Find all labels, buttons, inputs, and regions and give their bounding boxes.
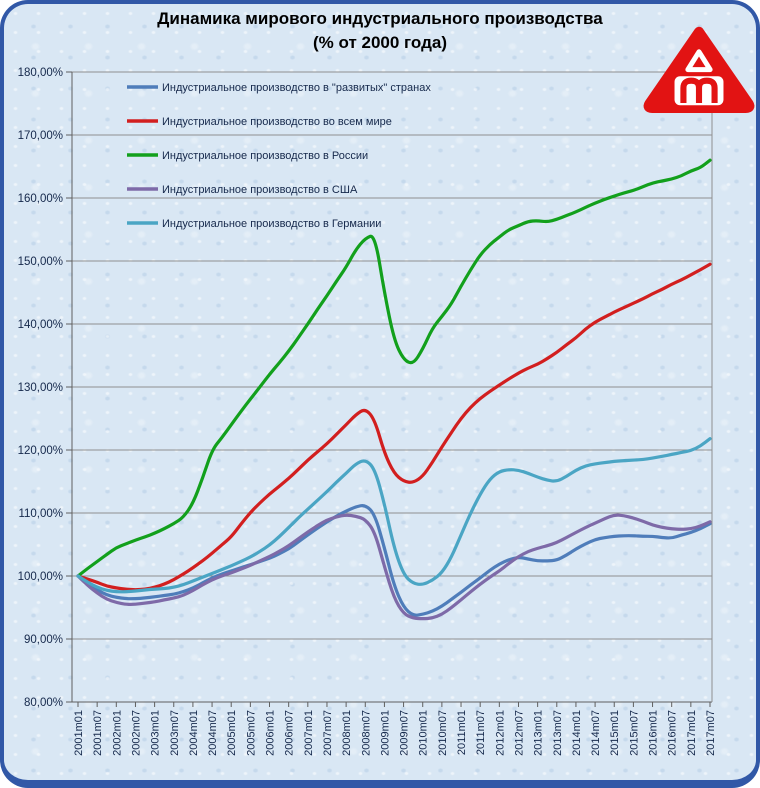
x-tick-label: 2015m01 (609, 710, 621, 756)
chart-title-block: Динамика мирового индустриального произв… (0, 7, 760, 55)
x-tick-label: 2007m07 (322, 710, 334, 756)
x-tick-label: 2015m07 (628, 710, 640, 756)
y-tick-label: 180,00% (18, 67, 63, 79)
series-line-4 (76, 437, 712, 594)
x-tick-label: 2012m07 (513, 710, 525, 756)
x-tick-label: 2017m01 (686, 710, 698, 756)
x-tick-label: 2014m01 (571, 710, 583, 756)
y-tick-label: 100,00% (18, 571, 63, 583)
chart-title: Динамика мирового индустриального произв… (157, 9, 603, 28)
x-tick-label: 2004m01 (188, 710, 200, 756)
x-tick-label: 2011m07 (475, 710, 487, 755)
x-tick-label: 2003m07 (169, 710, 181, 756)
legend-label: Индустриальное производство в России (162, 150, 368, 162)
y-tick-label: 140,00% (18, 319, 63, 331)
series-line-3 (76, 513, 712, 621)
logo-inner-triangle-icon (685, 49, 713, 73)
x-tick-label: 2016m07 (667, 710, 679, 756)
x-tick-label: 2014m07 (590, 710, 602, 756)
y-tick-label: 150,00% (18, 256, 63, 268)
x-tick-label: 2002m07 (130, 710, 142, 756)
y-tick-label: 90,00% (24, 634, 63, 646)
x-tick-label: 2008m01 (341, 710, 353, 756)
x-tick-label: 2009m01 (379, 710, 391, 756)
x-tick-label: 2005m07 (245, 710, 257, 756)
x-tick-label: 2009m07 (399, 710, 411, 756)
legend-label: Индустриальное производство в США (162, 184, 358, 196)
x-tick-label: 2005m01 (226, 710, 238, 756)
x-tick-label: 2012m01 (494, 710, 506, 756)
legend-label: Индустриальное производство в Германии (162, 218, 381, 230)
x-tick-label: 2008m07 (360, 710, 372, 756)
x-tick-label: 2006m07 (284, 710, 296, 756)
x-tick-label: 2010m07 (437, 710, 449, 756)
series-line-0 (76, 504, 712, 617)
x-tick-label: 2003m01 (150, 710, 162, 756)
x-tick-label: 2006m01 (265, 710, 277, 756)
x-tick-label: 2004m07 (207, 710, 219, 756)
legend-label: Индустриальное производство во всем мире (162, 116, 392, 128)
x-tick-label: 2016m01 (648, 710, 660, 756)
x-tick-label: 2007m01 (303, 710, 315, 756)
x-tick-label: 2011m01 (456, 710, 468, 755)
x-tick-label: 2001m01 (73, 710, 85, 756)
y-tick-label: 160,00% (18, 193, 63, 205)
series-line-2 (76, 158, 712, 578)
series-line-1 (76, 262, 712, 592)
x-tick-label: 2010m01 (418, 710, 430, 756)
x-tick-label: 2013m07 (552, 710, 564, 756)
x-tick-label: 2001m07 (92, 710, 104, 756)
chart-subtitle: (% от 2000 года) (313, 33, 447, 52)
legend-label: Индустриальное производство в "развитых"… (162, 82, 431, 94)
y-tick-label: 170,00% (18, 130, 63, 142)
aftershock-logo (643, 26, 755, 113)
x-tick-label: 2017m07 (705, 710, 717, 756)
x-tick-label: 2013m01 (533, 710, 545, 756)
y-tick-label: 130,00% (18, 382, 63, 394)
y-tick-label: 120,00% (18, 445, 63, 457)
y-tick-label: 110,00% (18, 508, 63, 520)
logo-m-icon (680, 77, 718, 103)
y-tick-label: 80,00% (24, 697, 63, 709)
x-tick-label: 2002m01 (111, 710, 123, 756)
